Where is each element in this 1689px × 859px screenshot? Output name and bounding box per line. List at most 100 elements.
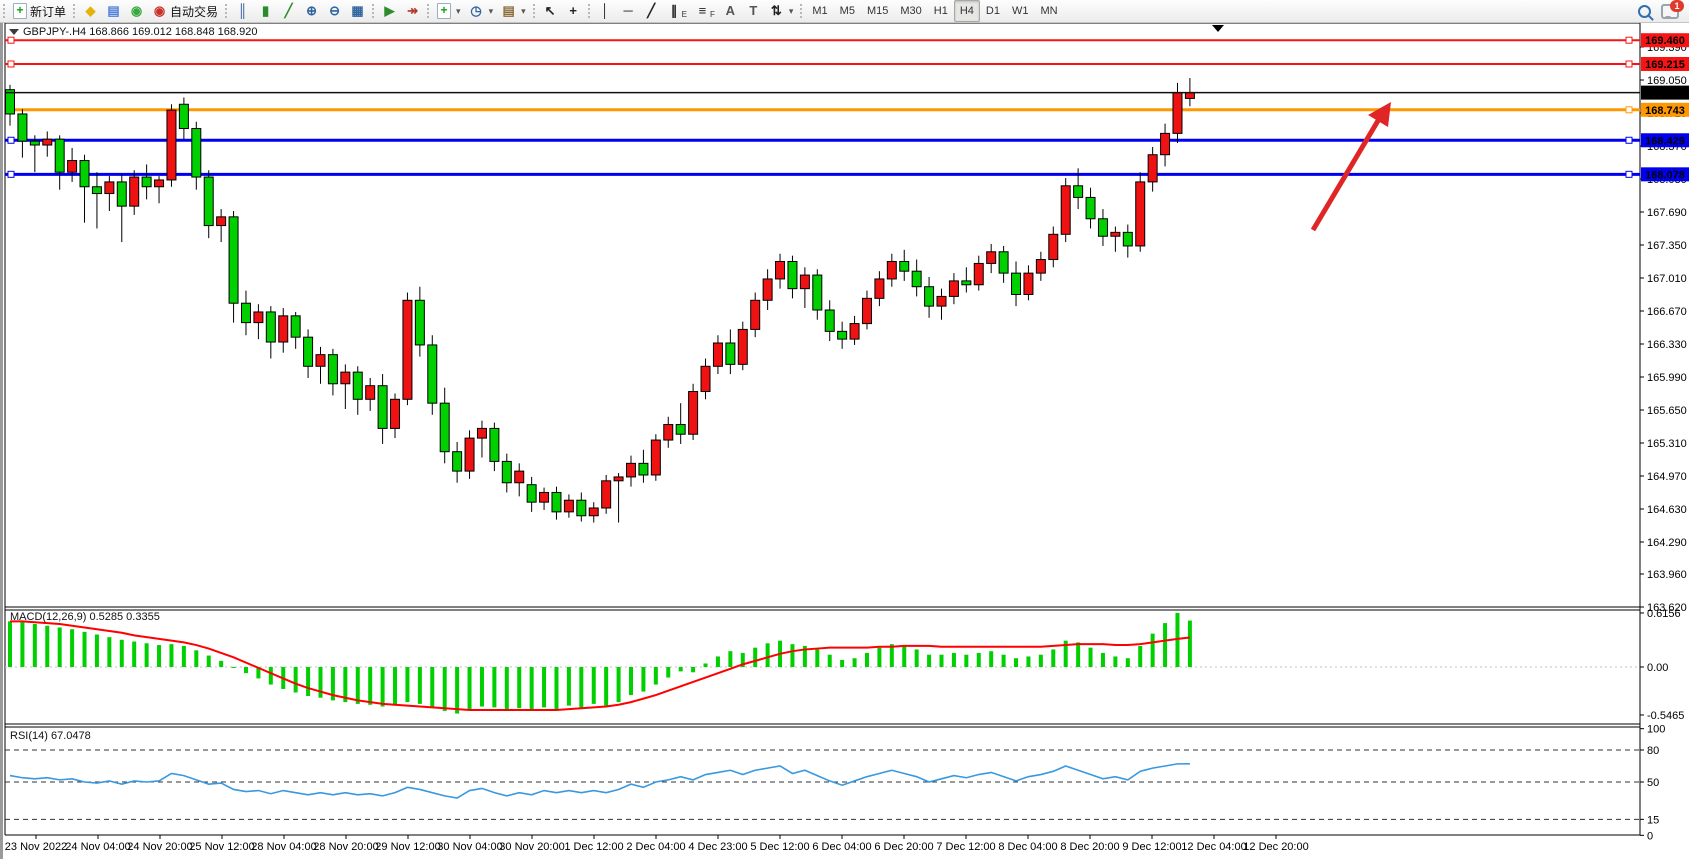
timeframe-button-H1[interactable]: H1 bbox=[933, 5, 948, 17]
chart-shift-icon: ↠ bbox=[407, 3, 418, 18]
tile-windows-icon: ▦ bbox=[351, 3, 364, 18]
hline-handle bbox=[1625, 36, 1633, 44]
svg-text:6 Dec 20:00: 6 Dec 20:00 bbox=[874, 841, 933, 853]
trendline-button[interactable]: ╱ bbox=[640, 0, 663, 22]
auto-trading-button[interactable]: ◉ 自动交易 bbox=[148, 0, 222, 22]
svg-text:50: 50 bbox=[1647, 777, 1659, 789]
svg-text:25 Nov 12:00: 25 Nov 12:00 bbox=[189, 841, 254, 853]
candlestick-chart-button[interactable]: ▮ bbox=[254, 0, 277, 22]
svg-text:23 Nov 2022: 23 Nov 2022 bbox=[5, 841, 67, 853]
svg-text:12 Dec 04:00: 12 Dec 04:00 bbox=[1181, 841, 1246, 853]
auto-scroll-button[interactable]: ▶ bbox=[378, 0, 401, 22]
templates-button[interactable]: ▤ bbox=[497, 0, 530, 22]
toolbar-group: ◆ ▤ ◉ ◉ 自动交易 bbox=[70, 0, 222, 22]
vertical-line-button[interactable]: │ bbox=[594, 0, 617, 22]
svg-text:164.630: 164.630 bbox=[1647, 504, 1687, 516]
timeframe-button-D1[interactable]: D1 bbox=[985, 5, 1000, 17]
auto-scroll-icon: ▶ bbox=[384, 3, 395, 18]
toolbar-group: + 新订单 bbox=[0, 0, 70, 22]
new-order-button[interactable]: + 新订单 bbox=[9, 0, 70, 22]
rsi-line bbox=[9, 763, 1190, 799]
svg-text:167.350: 167.350 bbox=[1647, 240, 1687, 252]
text-label-button[interactable]: T bbox=[742, 0, 765, 22]
fibonacci-icon-sub-label: F bbox=[709, 10, 715, 19]
svg-text:24 Nov 04:00: 24 Nov 04:00 bbox=[65, 841, 130, 853]
chart-shift-marker[interactable] bbox=[1212, 25, 1224, 32]
svg-text:164.290: 164.290 bbox=[1647, 537, 1687, 549]
vertical-line-icon: │ bbox=[601, 3, 610, 18]
arrows-button[interactable]: ⇅ bbox=[765, 0, 798, 22]
charts-button[interactable]: ◆ bbox=[79, 0, 102, 22]
rsi-pane: 100 80 50 15 0 bbox=[5, 724, 1665, 842]
chat-icon[interactable]: 1 bbox=[1661, 0, 1684, 19]
svg-text:169.215: 169.215 bbox=[1645, 59, 1685, 71]
candlestick-chart-icon: ▮ bbox=[261, 3, 270, 18]
timeframe-button-M1[interactable]: M1 bbox=[812, 5, 828, 17]
svg-text:5 Dec 12:00: 5 Dec 12:00 bbox=[750, 841, 809, 853]
bar-chart-button[interactable]: ║ bbox=[231, 0, 254, 22]
price-badge bbox=[1641, 167, 1689, 182]
timeframe-button-M30[interactable]: M30 bbox=[900, 5, 922, 17]
fibonacci-icon: ≡ bbox=[698, 3, 707, 18]
profiles-button[interactable]: ▤ bbox=[102, 0, 125, 22]
svg-text:100: 100 bbox=[1647, 724, 1665, 736]
hline-handle bbox=[1625, 170, 1633, 178]
price-badge bbox=[1641, 133, 1689, 148]
hline-handle bbox=[1625, 106, 1633, 114]
toolbar-group: ↖ + bbox=[530, 0, 585, 22]
svg-text:165.990: 165.990 bbox=[1647, 372, 1687, 384]
crosshair-icon: + bbox=[569, 3, 577, 18]
crosshair-button[interactable]: + bbox=[562, 0, 585, 22]
timeframe-button-M15[interactable]: M15 bbox=[866, 5, 889, 17]
toolbar-group: ▶ ↠ bbox=[369, 0, 424, 22]
svg-text:8 Dec 04:00: 8 Dec 04:00 bbox=[998, 841, 1057, 853]
svg-text:165.650: 165.650 bbox=[1647, 405, 1687, 417]
time-scale[interactable] bbox=[5, 836, 1641, 858]
auto-trading-icon: ◉ bbox=[153, 3, 166, 18]
hline-handle bbox=[7, 36, 15, 44]
horizontal-line-button[interactable]: ─ bbox=[617, 0, 640, 22]
text-button[interactable]: A bbox=[719, 0, 742, 22]
timeframe-button-M5[interactable]: M5 bbox=[839, 5, 855, 17]
svg-text:7 Dec 12:00: 7 Dec 12:00 bbox=[936, 841, 995, 853]
chart-shift-button[interactable]: ↠ bbox=[401, 0, 424, 22]
svg-text:28 Nov 20:00: 28 Nov 20:00 bbox=[313, 841, 378, 853]
symbol-dropdown-icon[interactable] bbox=[9, 29, 19, 35]
new-order-icon: + bbox=[13, 3, 27, 19]
equidistant-channel-button[interactable]: ∥ E bbox=[663, 0, 691, 22]
search-icon[interactable] bbox=[1638, 4, 1651, 18]
line-chart-icon: ╱ bbox=[284, 3, 293, 18]
svg-text:165.310: 165.310 bbox=[1647, 438, 1687, 450]
horizontal-level-lines[interactable] bbox=[5, 36, 1640, 178]
price-badge bbox=[1641, 56, 1689, 71]
price-scale[interactable] bbox=[1641, 23, 1689, 835]
indicators-button[interactable]: + bbox=[433, 0, 465, 22]
trend-arrow-annotation[interactable] bbox=[1310, 102, 1391, 232]
market-watch-icon: ◉ bbox=[130, 3, 143, 18]
zoom-in-button[interactable]: ⊕ bbox=[300, 0, 323, 22]
timeframe-toolbar: M1 M5 M15 M30 H1 H4 D1 W1 MN bbox=[797, 0, 1063, 22]
svg-text:169.460: 169.460 bbox=[1645, 35, 1685, 47]
periods-button[interactable]: ◷ bbox=[465, 0, 498, 22]
line-chart-button[interactable]: ╱ bbox=[277, 0, 300, 22]
price-badge bbox=[1641, 102, 1689, 117]
tile-windows-button[interactable]: ▦ bbox=[346, 0, 369, 22]
timeframe-button-MN[interactable]: MN bbox=[1040, 5, 1058, 17]
cursor-button[interactable]: ↖ bbox=[539, 0, 562, 22]
timeframe-button-H4[interactable]: H4 bbox=[953, 0, 980, 22]
market-watch-button[interactable]: ◉ bbox=[125, 0, 148, 22]
fibonacci-button[interactable]: ≡ F bbox=[691, 0, 719, 22]
text-icon: A bbox=[725, 3, 736, 18]
equidistant-channel-icon-sub-label: E bbox=[681, 10, 687, 19]
price-badge bbox=[1641, 85, 1689, 100]
hline-handle bbox=[7, 170, 15, 178]
price-badges: 169.460 169.215 168.743 168.429 168.078 168.9… bbox=[1641, 33, 1689, 182]
svg-text:6 Dec 04:00: 6 Dec 04:00 bbox=[812, 841, 871, 853]
trendline-icon: ╱ bbox=[647, 3, 656, 18]
svg-text:0.00: 0.00 bbox=[1647, 662, 1668, 674]
zoom-out-button[interactable]: ⊖ bbox=[323, 0, 346, 22]
macd-indicator-label: MACD(12,26,9) 0.5285 0.3355 bbox=[10, 611, 160, 623]
timeframe-button-W1[interactable]: W1 bbox=[1011, 5, 1029, 17]
